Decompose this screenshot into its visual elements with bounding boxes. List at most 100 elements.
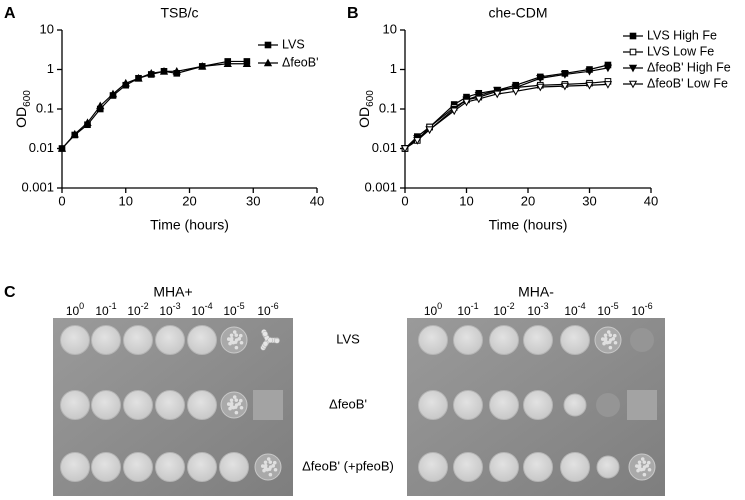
dilution-label: 10-3 bbox=[527, 301, 548, 318]
x-tick-label: 10 bbox=[119, 193, 133, 208]
legend-marker bbox=[628, 80, 638, 89]
legend-marker bbox=[628, 64, 638, 73]
legend-label: ΔfeoB' bbox=[282, 55, 318, 69]
plate-title: MHA+ bbox=[153, 284, 192, 300]
colony-spot bbox=[187, 390, 217, 420]
legend-label: ΔfeoB' Low Fe bbox=[647, 76, 728, 90]
y-axis-label: OD600 bbox=[356, 90, 376, 128]
colony bbox=[647, 467, 652, 472]
faint-spot bbox=[630, 328, 654, 352]
x-tick-label: 40 bbox=[644, 193, 658, 208]
series-line bbox=[404, 80, 609, 150]
colony-spot bbox=[523, 325, 553, 355]
colony bbox=[262, 340, 269, 347]
data-point bbox=[83, 118, 92, 126]
data-point bbox=[70, 129, 79, 138]
colony bbox=[611, 337, 616, 341]
strain-label: LVS bbox=[336, 331, 360, 346]
colony-spot bbox=[91, 390, 121, 420]
colony bbox=[637, 463, 642, 468]
colony bbox=[266, 457, 271, 461]
data-point bbox=[603, 64, 613, 73]
legend-marker bbox=[264, 41, 272, 49]
data-point bbox=[57, 144, 67, 152]
colony bbox=[234, 345, 239, 350]
colony bbox=[229, 398, 234, 403]
y-tick-label: 0.01 bbox=[29, 140, 54, 155]
colony-spot bbox=[60, 325, 90, 355]
chart-title: che-CDM bbox=[488, 5, 547, 21]
data-point bbox=[511, 84, 520, 92]
x-axis-label: Time (hours) bbox=[489, 217, 568, 233]
strain-label: ΔfeoB' (+pfeoB) bbox=[302, 458, 394, 473]
colony-spot bbox=[91, 325, 121, 355]
colony-spot bbox=[60, 452, 90, 482]
data-point bbox=[462, 98, 471, 107]
dilution-label: 10-4 bbox=[191, 301, 212, 318]
dilution-base: 10 bbox=[223, 304, 237, 318]
colony bbox=[239, 405, 244, 410]
colony bbox=[239, 340, 244, 345]
colony bbox=[637, 460, 642, 465]
colony bbox=[642, 460, 647, 464]
dilution-base: 10 bbox=[493, 304, 507, 318]
y-axis-label-main: OD bbox=[356, 107, 372, 128]
x-tick-label: 30 bbox=[582, 193, 596, 208]
colony-spot bbox=[523, 390, 553, 420]
colony bbox=[271, 464, 276, 468]
data-point bbox=[121, 78, 130, 87]
dilution-base: 10 bbox=[257, 304, 271, 318]
x-tick-label: 0 bbox=[58, 193, 65, 208]
colony-spot bbox=[489, 390, 519, 420]
colony-spot bbox=[453, 325, 483, 355]
dilution-base: 10 bbox=[564, 304, 578, 318]
dilution-exp: -2 bbox=[141, 301, 149, 311]
dilution-label: 10-6 bbox=[257, 301, 278, 318]
colony bbox=[226, 337, 231, 341]
colony bbox=[229, 336, 234, 341]
colony-spot bbox=[187, 452, 217, 482]
data-point bbox=[560, 71, 570, 79]
legend-marker bbox=[629, 48, 637, 56]
dilution-exp: -6 bbox=[645, 301, 653, 311]
colony bbox=[232, 330, 237, 334]
series-line bbox=[404, 83, 608, 150]
colony bbox=[234, 410, 239, 415]
legend-label: ΔfeoB' High Fe bbox=[647, 60, 731, 74]
data-point bbox=[493, 86, 502, 95]
colony bbox=[642, 472, 647, 477]
data-point bbox=[603, 81, 613, 89]
colony-spot bbox=[123, 325, 153, 355]
data-point bbox=[413, 137, 422, 145]
dilution-label: 100 bbox=[66, 301, 84, 318]
dilution-label: 10-2 bbox=[127, 301, 148, 318]
plate-title: MHA- bbox=[518, 284, 554, 300]
strain-label: ΔfeoB' bbox=[329, 396, 367, 411]
colony bbox=[267, 337, 274, 344]
dilution-label: 10-2 bbox=[493, 301, 514, 318]
data-point bbox=[198, 62, 207, 70]
legend-label: LVS bbox=[282, 37, 305, 51]
faint-spot bbox=[253, 390, 283, 420]
dilution-base: 10 bbox=[66, 304, 80, 318]
dilution-base: 10 bbox=[424, 304, 438, 318]
legend-label: LVS Low Fe bbox=[647, 44, 714, 58]
colony-spot bbox=[453, 390, 483, 420]
colony bbox=[608, 345, 613, 350]
dilution-exp: -1 bbox=[109, 301, 117, 311]
colony bbox=[232, 395, 237, 399]
colony bbox=[600, 337, 605, 341]
panel-letter: C bbox=[4, 284, 16, 301]
panel-letter: B bbox=[347, 5, 359, 22]
dilution-base: 10 bbox=[457, 304, 471, 318]
colony bbox=[260, 464, 265, 468]
x-tick-label: 10 bbox=[459, 193, 473, 208]
colony bbox=[613, 340, 618, 345]
colony bbox=[634, 464, 639, 468]
colony bbox=[262, 331, 268, 337]
colony bbox=[646, 460, 651, 465]
data-point bbox=[493, 90, 502, 99]
data-point bbox=[511, 88, 520, 96]
data-point bbox=[585, 81, 594, 90]
